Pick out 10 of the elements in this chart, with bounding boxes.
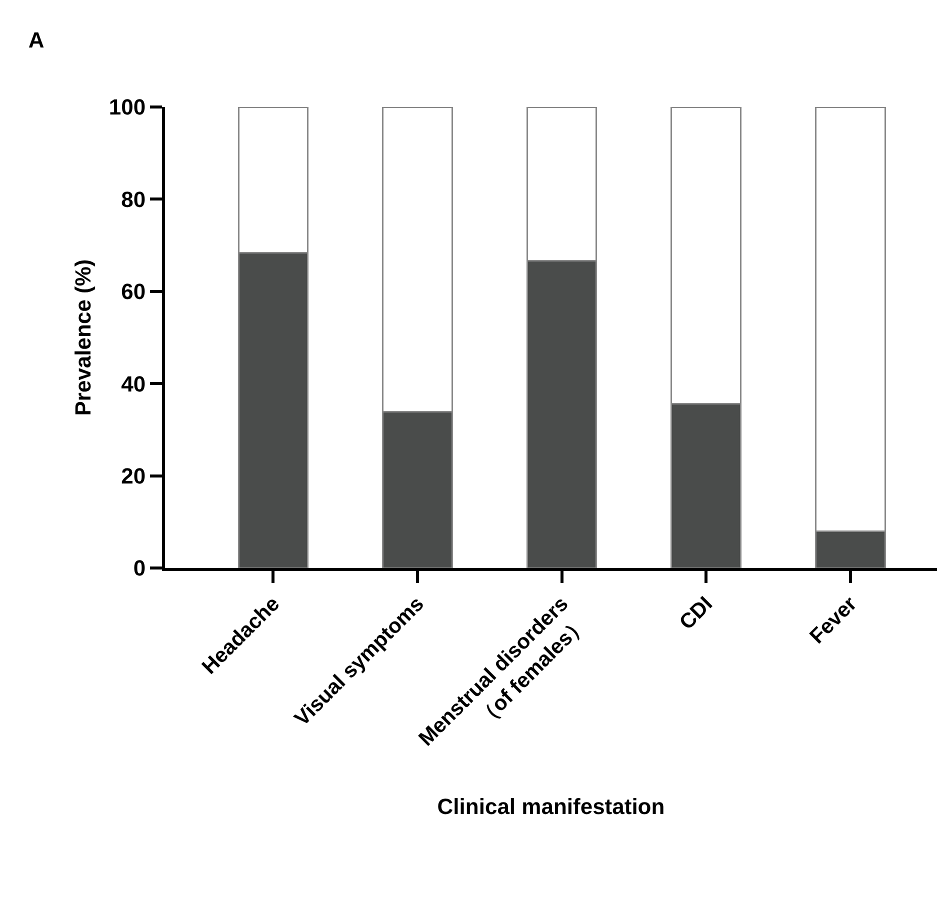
y-tick-label: 0	[133, 556, 146, 581]
y-tick-label: 20	[121, 464, 146, 488]
y-tick-label: 80	[121, 186, 146, 212]
chart-title: A	[28, 28, 44, 53]
x-tick-label: CDI	[675, 592, 718, 634]
x-axis-title: Clinical manifestation	[437, 794, 665, 819]
y-tick-label: 60	[121, 279, 146, 304]
y-tick-label: 40	[121, 371, 146, 396]
y-axis-title: Prevalence (%)	[70, 259, 96, 416]
y-tick-label: 100	[108, 94, 146, 120]
